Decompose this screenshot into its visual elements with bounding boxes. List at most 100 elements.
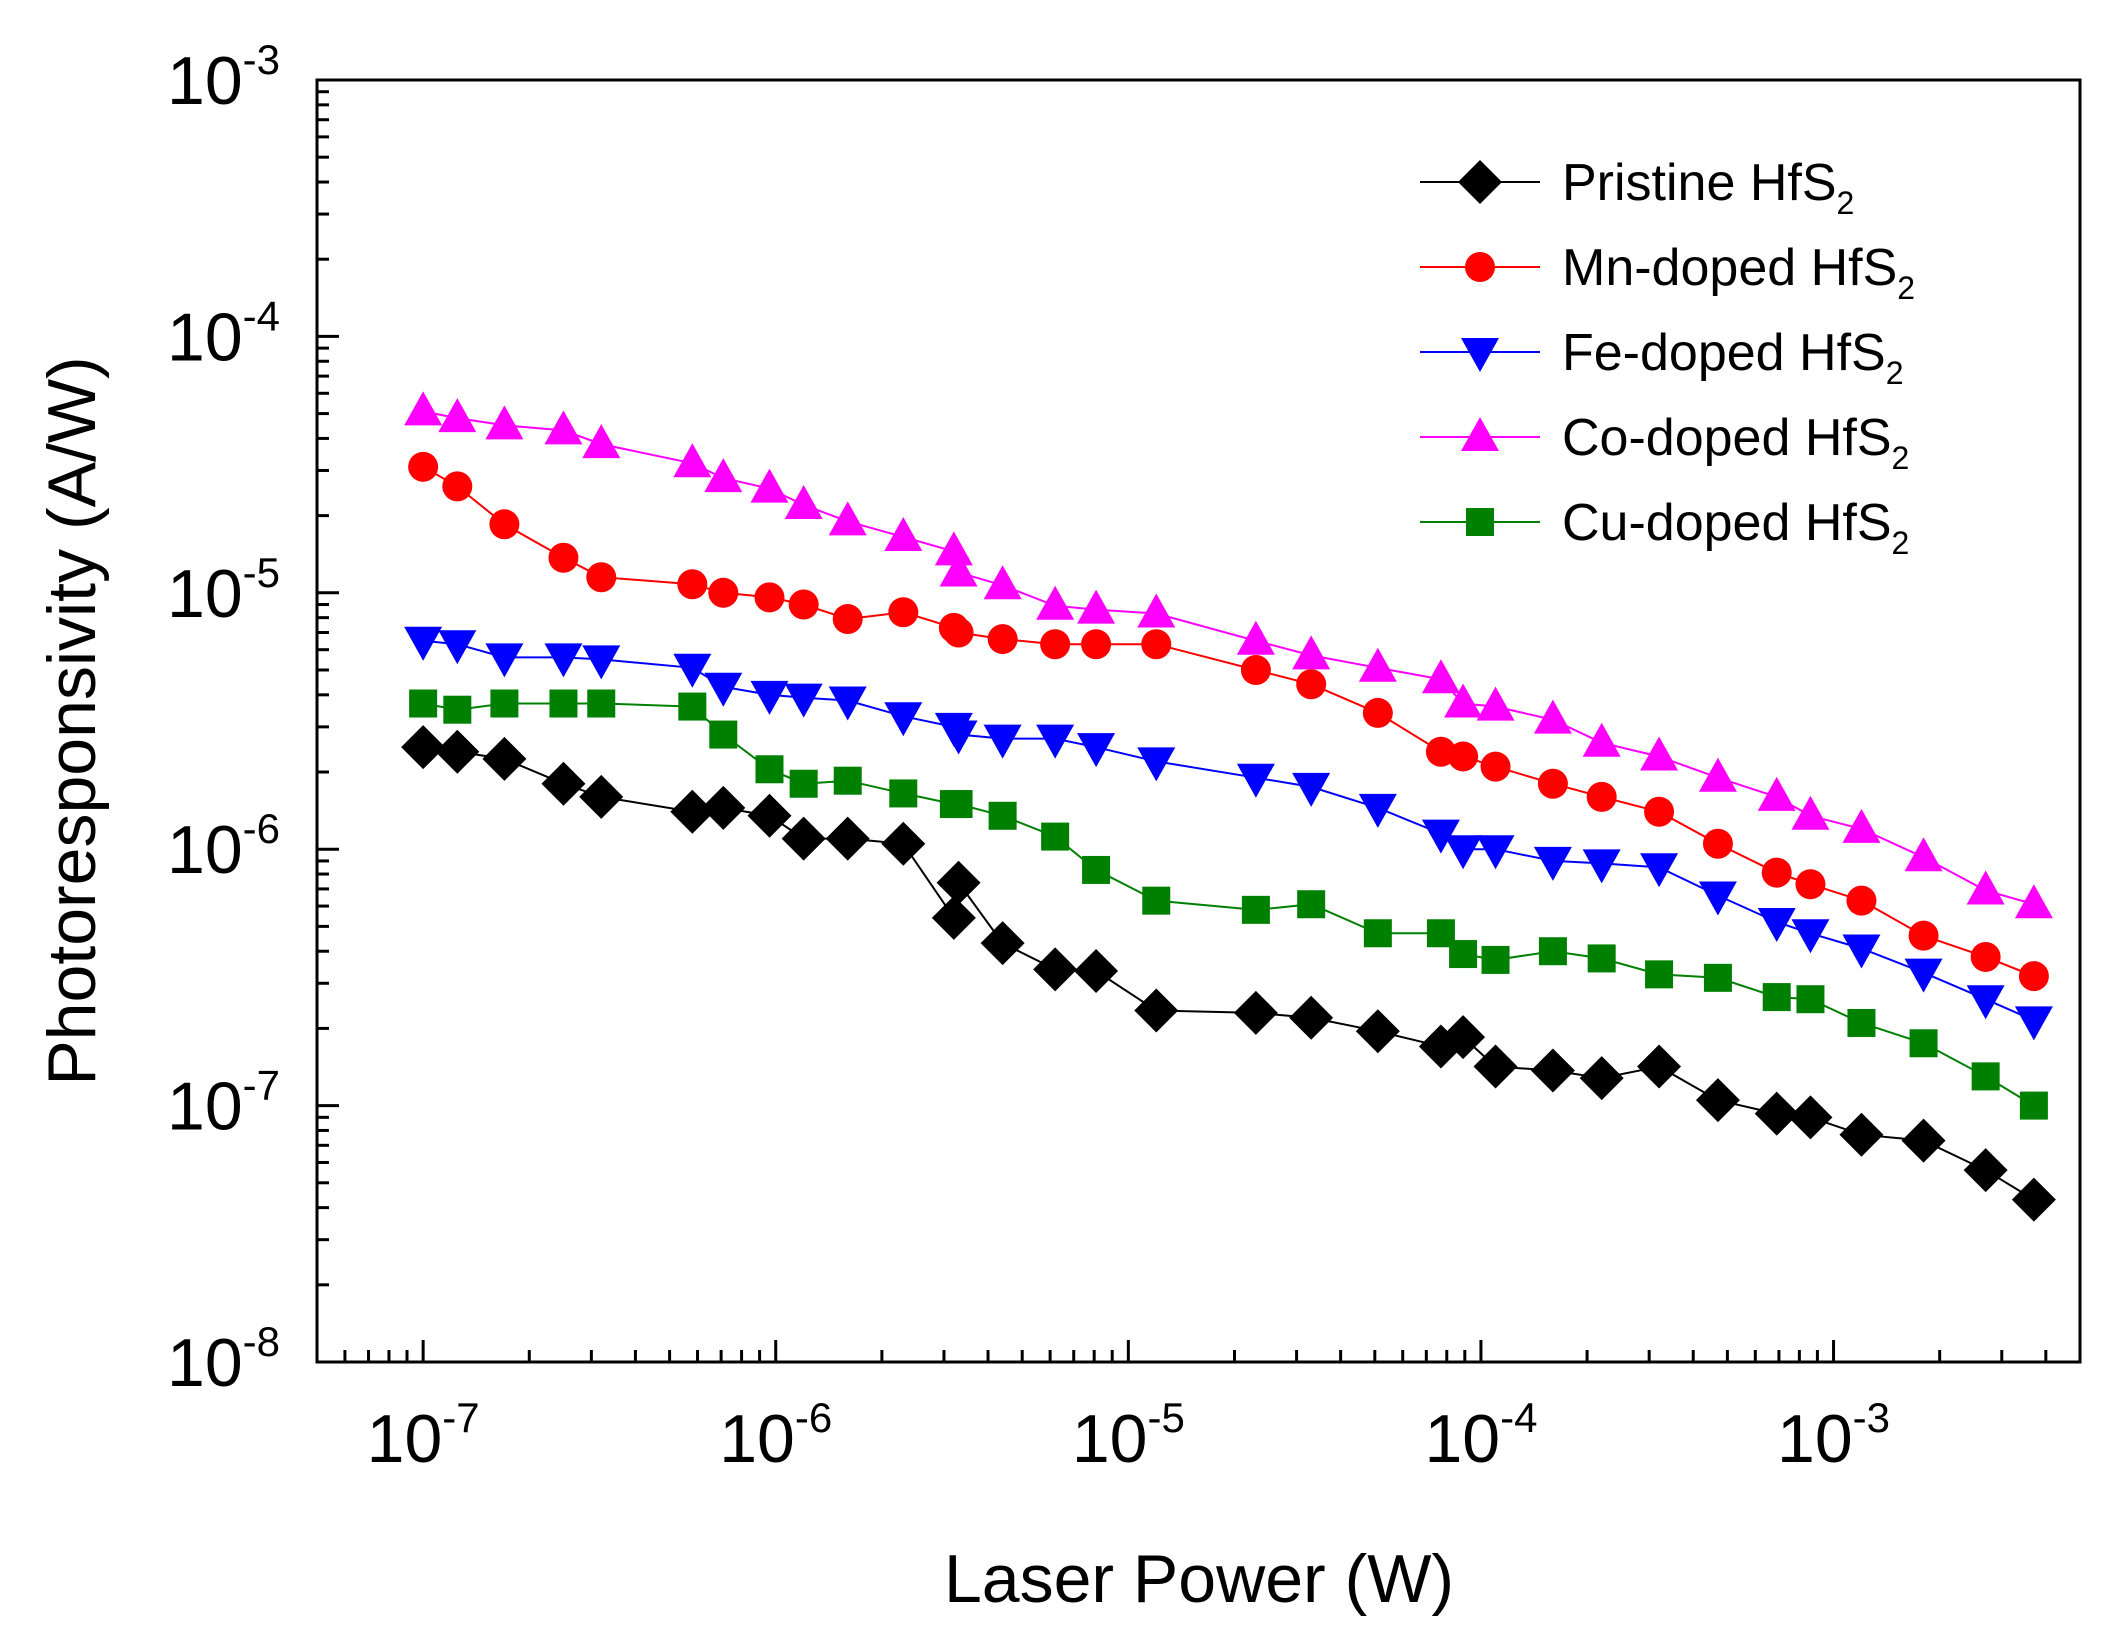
data-point (673, 653, 712, 688)
data-point (1530, 1048, 1575, 1093)
data-point (1036, 724, 1075, 759)
data-point (1970, 941, 2001, 972)
data-point (1292, 635, 1331, 670)
data-point (1791, 795, 1830, 830)
data-point (784, 485, 823, 520)
data-point (2014, 1006, 2053, 1041)
data-point (1796, 985, 1825, 1014)
data-point (755, 755, 784, 784)
data-point (1141, 629, 1172, 660)
data-point (750, 680, 789, 715)
data-point (1757, 776, 1796, 811)
data-point (1466, 508, 1494, 536)
data-point (1358, 793, 1397, 828)
data-point (939, 720, 978, 755)
data-point (1363, 919, 1392, 948)
data-point (832, 604, 863, 635)
data-point (1966, 870, 2005, 905)
data-point (587, 689, 616, 718)
data-point (754, 582, 785, 613)
data-point (549, 689, 578, 718)
data-point (482, 736, 527, 781)
data-point (1077, 589, 1116, 624)
data-point (1041, 822, 1070, 851)
data-point (1963, 1148, 2008, 1193)
data-point (586, 562, 617, 593)
data-point (701, 785, 746, 830)
data-point (1908, 920, 1939, 951)
data-point (708, 577, 739, 608)
data-point (673, 443, 712, 478)
data-point (1461, 417, 1499, 451)
data-point (1476, 835, 1515, 870)
data-point (1473, 1044, 1518, 1089)
series-line (422, 410, 2035, 906)
series-triangle-up (404, 391, 2053, 919)
data-point (1582, 722, 1621, 757)
data-point (988, 801, 1017, 830)
data-point (1901, 1118, 1946, 1163)
data-point (1355, 1009, 1400, 1054)
data-point (1444, 835, 1483, 870)
data-point (1582, 849, 1621, 884)
series-line (422, 746, 2035, 1201)
y-tick-label: 10-5 (167, 549, 280, 632)
data-point (438, 630, 477, 665)
data-point (2019, 1091, 2048, 1120)
data-point (704, 458, 743, 493)
data-point (582, 424, 621, 459)
data-point (1842, 808, 1881, 843)
data-point (1788, 1095, 1833, 1140)
data-point (1421, 819, 1460, 854)
data-point (987, 624, 1018, 655)
data-point (1703, 963, 1732, 992)
data-point (1362, 697, 1393, 728)
legend-item: Co-doped HfS2 (1420, 409, 1909, 476)
data-point (934, 531, 973, 566)
data-point (1842, 934, 1881, 969)
data-point (409, 689, 438, 718)
x-tick-label: 10-5 (1072, 1394, 1185, 1477)
y-tick-label: 10-4 (167, 292, 280, 375)
data-point (1449, 940, 1478, 969)
data-point (1296, 669, 1327, 700)
data-point (1448, 741, 1479, 772)
data-point (1533, 699, 1572, 734)
data-point (485, 643, 524, 678)
data-point (1033, 947, 1078, 992)
data-point (1791, 919, 1830, 954)
data-point (825, 816, 870, 861)
data-point (1036, 585, 1075, 620)
y-axis-title: Photoresponsivity (A/W) (34, 356, 110, 1085)
x-tick-label: 10-4 (1424, 1394, 1537, 1477)
data-point (980, 921, 1025, 966)
data-point (939, 552, 978, 587)
data-point (983, 724, 1022, 759)
data-point (1077, 733, 1116, 768)
data-point (1465, 252, 1495, 282)
data-point (443, 695, 472, 724)
data-point (579, 774, 624, 819)
data-point (983, 565, 1022, 600)
y-tick-label: 10-3 (167, 36, 280, 119)
data-point (931, 895, 976, 940)
data-point (404, 626, 443, 661)
data-point (1236, 620, 1275, 655)
data-point (1904, 958, 1943, 993)
data-point (828, 501, 867, 536)
data-point (489, 509, 520, 540)
data-point (1236, 763, 1275, 798)
legend-item: Mn-doped HfS2 (1420, 239, 1915, 306)
data-point (1134, 988, 1179, 1033)
data-point (2014, 884, 2053, 919)
data-point (747, 793, 792, 838)
series-diamond (401, 725, 2056, 1222)
legend-item: Pristine HfS2 (1420, 154, 1854, 221)
data-point (944, 790, 973, 819)
data-point (750, 468, 789, 503)
data-point (1289, 995, 1334, 1040)
data-point (1579, 1056, 1624, 1101)
data-point (677, 569, 708, 600)
legend-label: Mn-doped HfS2 (1562, 239, 1915, 306)
data-point (1754, 1091, 1799, 1136)
